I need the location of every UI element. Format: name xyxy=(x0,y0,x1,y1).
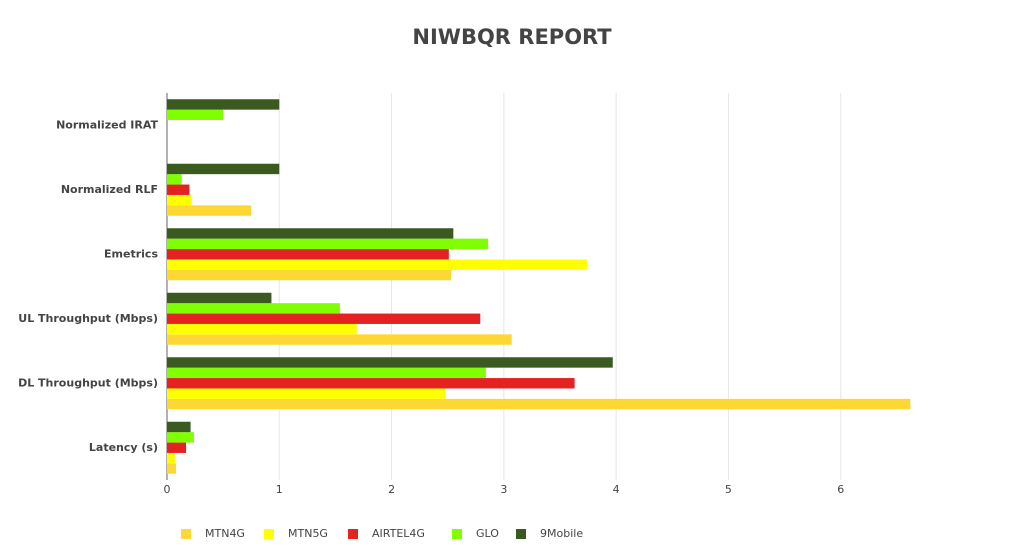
x-tick-label: 1 xyxy=(276,483,283,496)
x-tick-label: 4 xyxy=(613,483,620,496)
y-tick-label: Normalized IRAT xyxy=(56,118,158,131)
x-tick-label: 6 xyxy=(837,483,844,496)
bar xyxy=(167,388,446,399)
legend-label: MTN4G xyxy=(205,527,245,540)
bar xyxy=(167,238,489,250)
bar xyxy=(167,303,340,314)
bar xyxy=(167,452,175,464)
x-tick-label: 3 xyxy=(500,483,507,496)
x-tick-label: 0 xyxy=(164,483,171,496)
legend-label: MTN5G xyxy=(288,527,328,540)
y-tick-label: UL Throughput (Mbps) xyxy=(18,312,158,325)
legend-swatch xyxy=(452,529,462,539)
bar xyxy=(167,442,187,453)
legend-swatch xyxy=(181,529,191,539)
legend-label: AIRTEL4G xyxy=(372,527,425,540)
bar xyxy=(167,313,481,324)
bar xyxy=(167,463,176,474)
bar xyxy=(167,357,613,368)
bar xyxy=(167,163,280,175)
bar xyxy=(167,421,191,433)
bar xyxy=(167,205,252,216)
chart-title: NIWBQR REPORT xyxy=(412,25,612,49)
bar xyxy=(167,184,190,195)
y-tick-label: Latency (s) xyxy=(89,441,158,454)
bar xyxy=(167,109,224,121)
bar xyxy=(167,249,449,260)
bar xyxy=(167,432,194,443)
bar xyxy=(167,228,454,239)
legend-label: 9Mobile xyxy=(540,527,583,540)
bar xyxy=(167,398,911,410)
bar xyxy=(167,367,486,379)
bar xyxy=(167,334,512,345)
bar xyxy=(167,292,272,304)
y-tick-label: Emetrics xyxy=(104,247,158,260)
bar xyxy=(167,259,587,270)
x-tick-label: 5 xyxy=(725,483,732,496)
y-tick-label: DL Throughput (Mbps) xyxy=(18,376,158,389)
legend-swatch xyxy=(516,529,526,539)
legend-label: GLO xyxy=(476,527,499,540)
bar xyxy=(167,378,575,389)
y-tick-label: Normalized RLF xyxy=(61,183,158,196)
legend-swatch xyxy=(264,529,274,539)
bar xyxy=(167,194,192,206)
x-tick-label: 2 xyxy=(388,483,395,496)
bar xyxy=(167,269,452,281)
bar xyxy=(167,99,280,110)
legend-swatch xyxy=(348,529,358,539)
bar xyxy=(167,174,182,185)
bar xyxy=(167,323,357,335)
